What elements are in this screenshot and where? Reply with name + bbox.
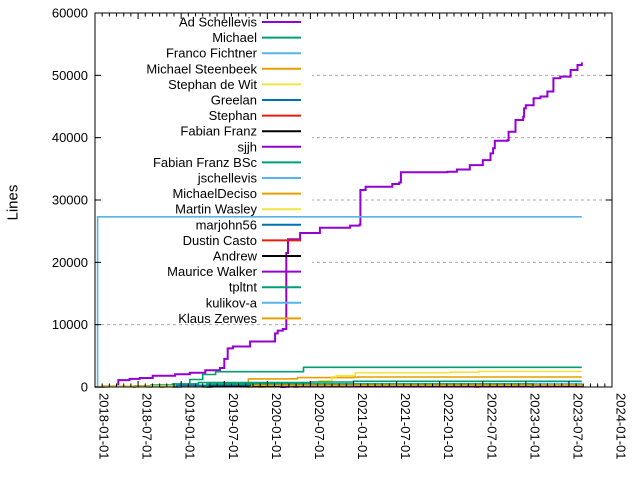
x-tick-label: 2023-07-01	[570, 393, 585, 460]
y-tick-label: 60000	[52, 6, 88, 21]
x-tick-label: 2021-01-01	[355, 393, 370, 460]
y-tick-label: 30000	[52, 193, 88, 208]
legend-label-14: marjohn56	[196, 217, 257, 232]
y-tick-label: 40000	[52, 130, 88, 145]
x-tick-label: 2019-07-01	[226, 393, 241, 460]
legend-label-13: Martin Wasley	[175, 202, 257, 217]
y-tick-label: 10000	[52, 317, 88, 332]
legend-label-7: Stephan	[209, 108, 257, 123]
x-tick-label: 2023-01-01	[527, 393, 542, 460]
legend-label-3: Franco Fichtner	[166, 46, 258, 61]
x-tick-label: 2020-07-01	[312, 393, 327, 460]
y-tick-label: 0	[81, 380, 88, 395]
legend-label-12: MichaelDeciso	[172, 186, 257, 201]
legend-label-8: Fabian Franz	[180, 124, 257, 139]
x-tick-label: 2021-07-01	[398, 393, 413, 460]
legend-label-4: Michael Steenbeek	[146, 61, 257, 76]
legend-label-5: Stephan de Wit	[168, 77, 257, 92]
legend-label-11: jschellevis	[197, 171, 258, 186]
legend-label-18: tpltnt	[229, 280, 258, 295]
x-tick-label: 2019-01-01	[183, 393, 198, 460]
legend-label-15: Dustin Casto	[183, 233, 257, 248]
x-tick-label: 2024-01-01	[614, 393, 629, 460]
x-tick-label: 2020-01-01	[269, 393, 284, 460]
x-tick-label: 2018-07-01	[140, 393, 155, 460]
x-tick-label: 2018-01-01	[97, 393, 112, 460]
legend-label-19: kulikov-a	[206, 295, 258, 310]
legend-label-20: Klaus Zerwes	[178, 311, 257, 326]
legend-label-9: sjjh	[237, 139, 257, 154]
legend-label-10: Fabian Franz BSc	[153, 155, 258, 170]
x-tick-label: 2022-01-01	[441, 393, 456, 460]
y-axis-title: Lines	[4, 184, 22, 221]
x-tick-label: 2022-07-01	[484, 393, 499, 460]
legend-label-16: Andrew	[213, 249, 258, 264]
legend-label-6: Greelan	[211, 93, 257, 108]
legend-label-1: Ad Schellevis	[179, 15, 258, 30]
legend-label-2: Michael	[212, 30, 257, 45]
series-line-ad-schellevis	[95, 62, 583, 388]
y-tick-label: 20000	[52, 255, 88, 270]
series-line-michael-steenbeek	[245, 376, 582, 388]
legend-label-17: Maurice Walker	[167, 264, 257, 279]
y-tick-label: 50000	[52, 68, 88, 83]
